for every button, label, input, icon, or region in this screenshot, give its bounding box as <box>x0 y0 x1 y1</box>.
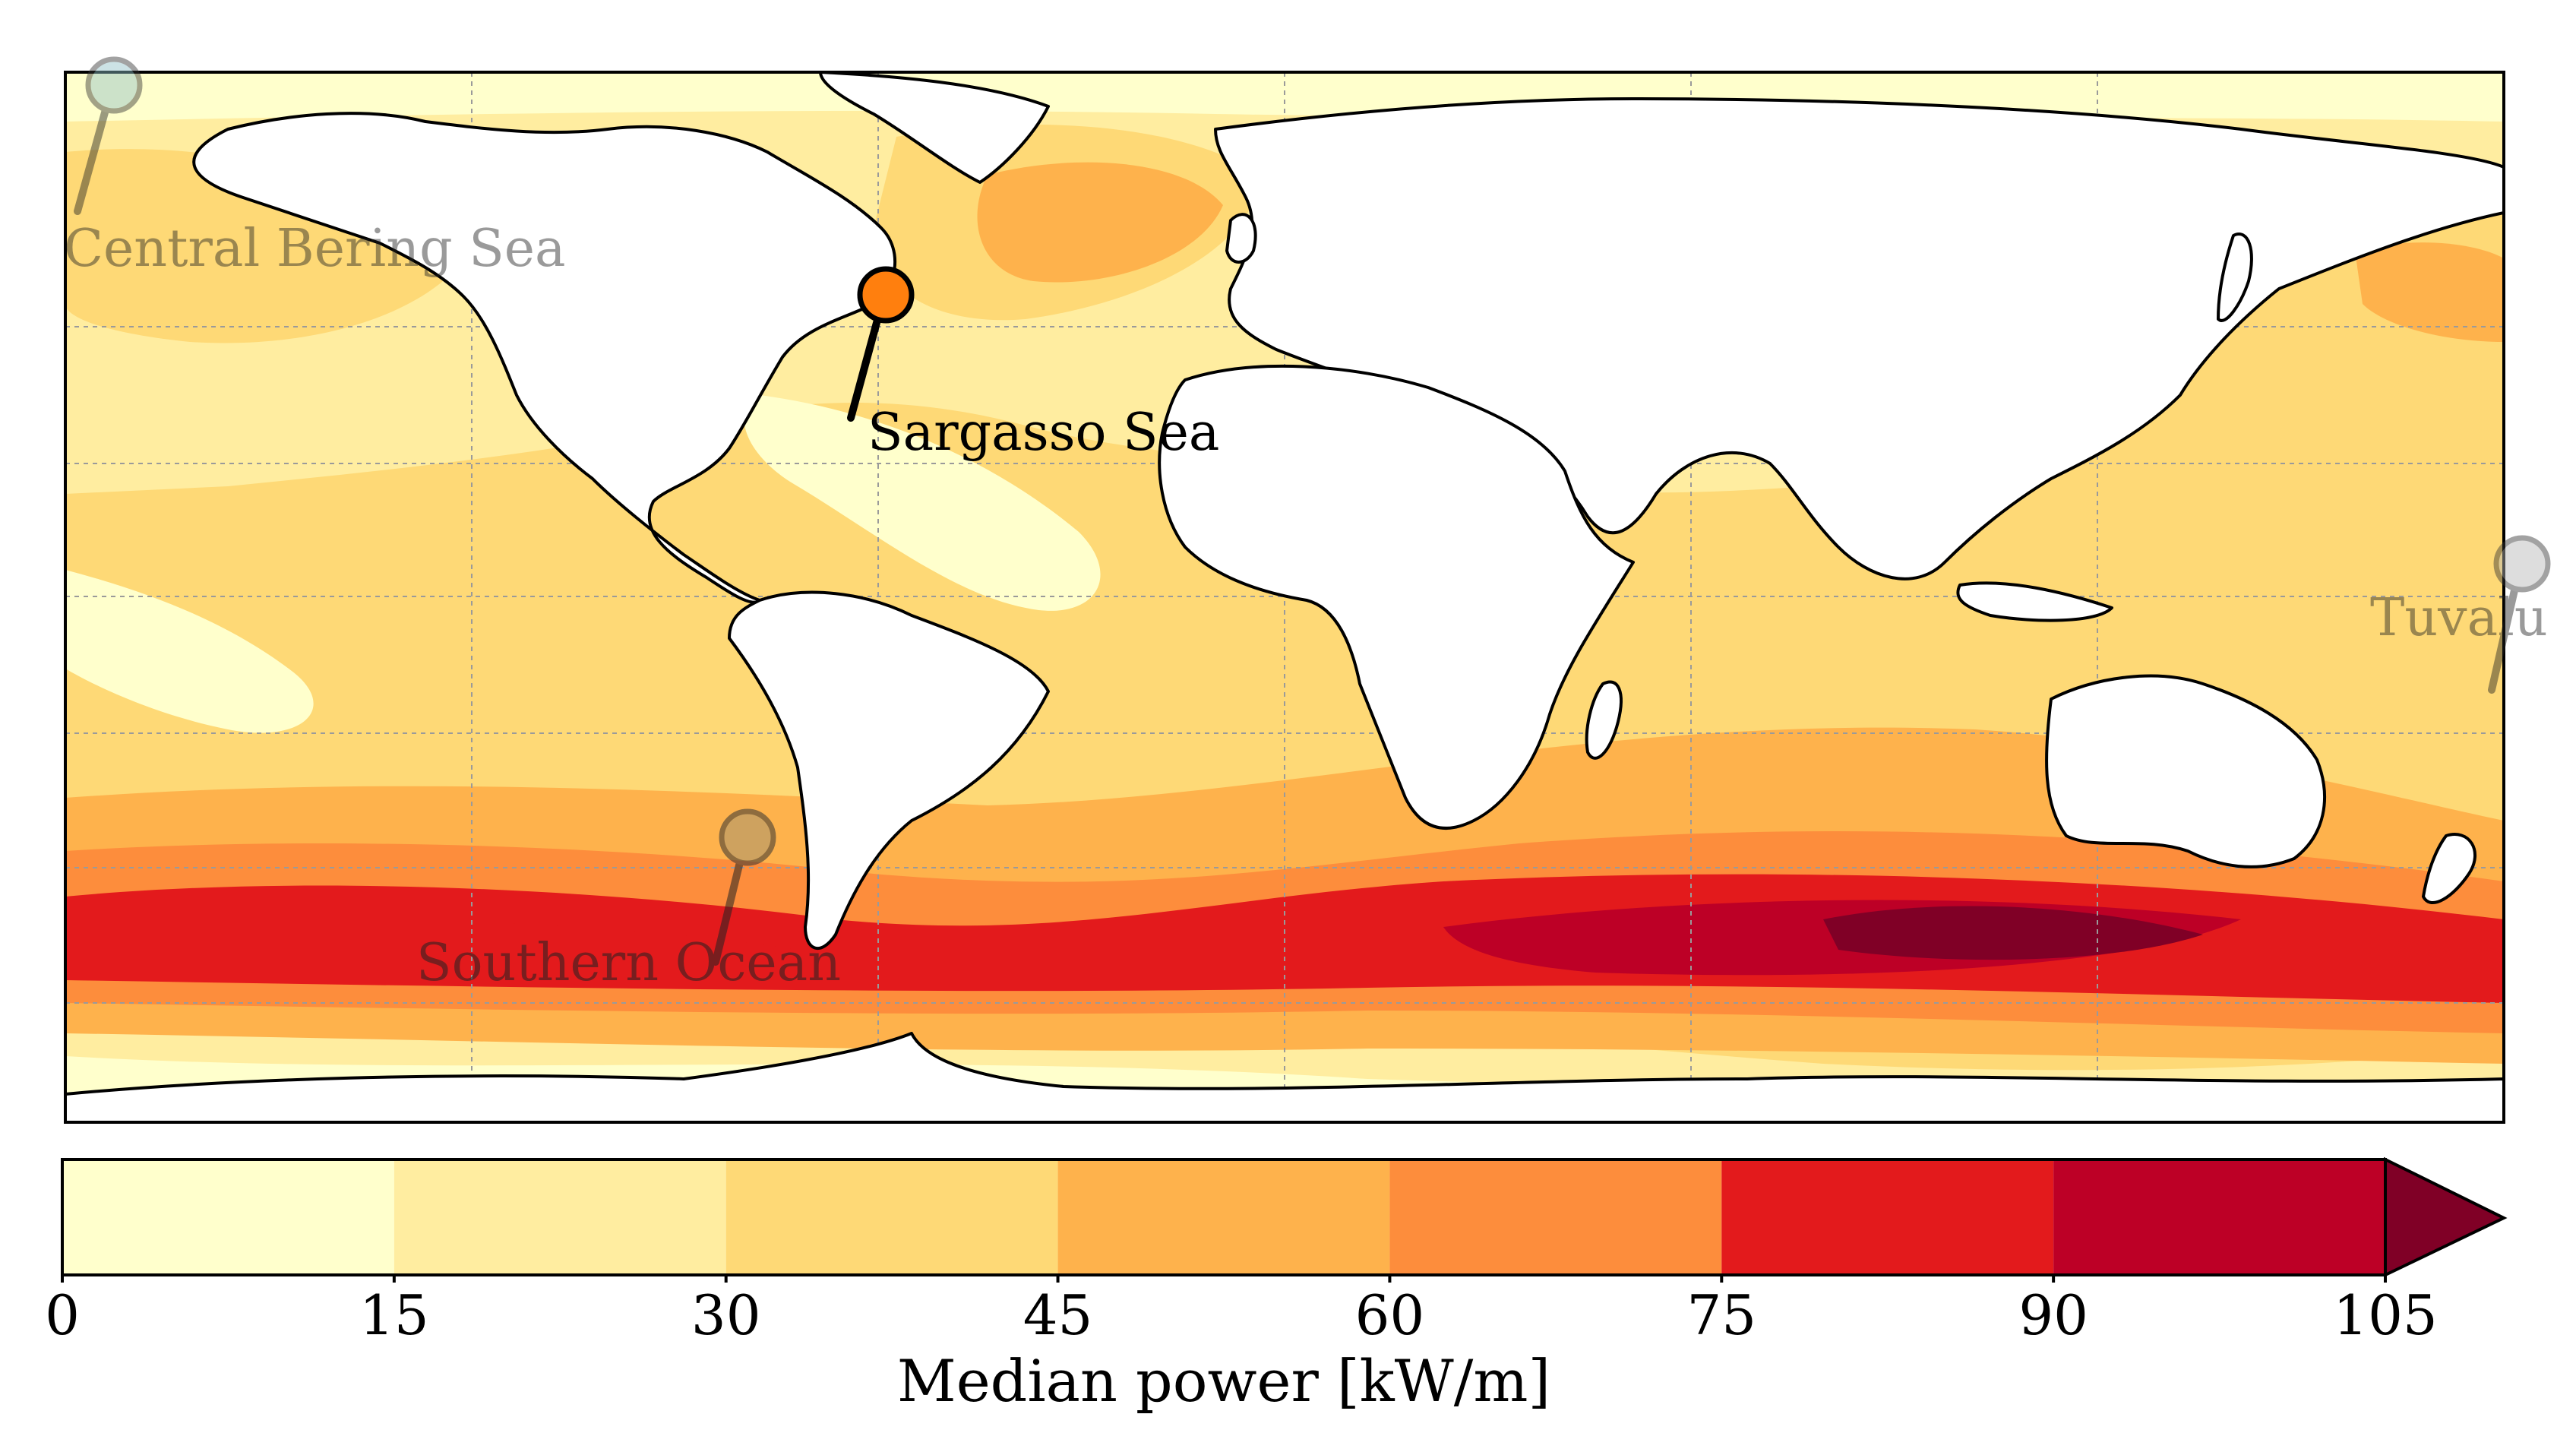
colorbar-bin-90-105 <box>2053 1159 2385 1275</box>
colorbar-ticks: 0 15 30 45 60 75 90 105 <box>45 1275 2438 1347</box>
contour-band-0-15-tropics <box>65 570 314 733</box>
south-america <box>728 590 1050 951</box>
colorbar-label: Median power [kW/m] <box>897 1347 1550 1415</box>
antarctica <box>65 1032 2504 1122</box>
colorbar-bin-60-75 <box>1389 1159 1722 1275</box>
land-masses <box>65 72 2504 1122</box>
contour-band-0-15-arctic <box>65 72 2504 122</box>
map-content <box>65 72 2504 1122</box>
colorbar-extend-arrow <box>2384 1156 2508 1278</box>
marker-label-southern-ocean: Southern Ocean <box>416 933 841 993</box>
colorbar-tick-label: 60 <box>1355 1283 1425 1347</box>
madagascar <box>1585 680 1623 760</box>
colorbar-bin-30-45 <box>725 1159 1058 1275</box>
marker-head-sargasso-sea <box>857 266 915 324</box>
japan <box>2217 233 2253 322</box>
africa <box>1158 364 1635 830</box>
indonesia <box>1956 581 2113 622</box>
marker-head-tuvalu <box>2493 535 2551 593</box>
australia <box>2045 674 2326 868</box>
greenland <box>819 72 1050 184</box>
map-frame <box>64 71 2505 1124</box>
colorbar-frame <box>61 1158 2387 1276</box>
marker-head-southern-ocean <box>719 808 776 866</box>
colorbar: 0 15 30 45 60 75 90 105 Median power [kW/m] <box>45 1156 2508 1415</box>
north-america <box>192 112 897 604</box>
colorbar-bin-15-30 <box>394 1159 726 1275</box>
marker-central-bering-sea[interactable]: Central Bering Sea <box>64 56 566 279</box>
contour-band-45-60-north-atlantic <box>977 162 1223 283</box>
map-panel <box>64 71 2505 1124</box>
marker-pin-tuvalu <box>2488 560 2524 694</box>
location-markers: Central Bering Sea Tuvalu Southern Ocean… <box>64 56 2551 993</box>
contour-band-75-90-southern <box>65 919 798 977</box>
colorbar-tick-label: 45 <box>1023 1283 1093 1347</box>
colorbar-bin-45-60 <box>1057 1159 1390 1275</box>
marker-label-tuvalu: Tuvalu <box>2370 588 2548 648</box>
marker-sargasso-sea[interactable]: Sargasso Sea <box>847 266 1219 463</box>
new-zealand <box>2422 833 2477 904</box>
contour-band-above-105-southern <box>1823 906 2203 960</box>
marker-label-central-bering-sea: Central Bering Sea <box>64 219 566 279</box>
marker-tuvalu[interactable]: Tuvalu <box>2370 535 2551 694</box>
colorbar-bin-75-90 <box>1721 1159 2054 1275</box>
contour-band-45-60-west-pacific <box>2355 242 2504 342</box>
marker-head-central-bering-sea <box>85 56 143 114</box>
contour-band-0-15-atlantic <box>744 395 1101 611</box>
british-isles <box>1225 213 1257 264</box>
marker-pin-central-bering-sea <box>74 81 116 215</box>
colorbar-tick-label: 105 <box>2333 1283 2437 1347</box>
marker-label-sargasso-sea: Sargasso Sea <box>868 403 1219 463</box>
colorbar-tick-label: 0 <box>45 1283 80 1347</box>
colorbar-tick-label: 75 <box>1686 1283 1756 1347</box>
colorbar-tick-label: 15 <box>359 1283 429 1347</box>
colorbar-tick-label: 30 <box>691 1283 761 1347</box>
marker-southern-ocean[interactable]: Southern Ocean <box>416 808 841 993</box>
colorbar-bin-0-15 <box>62 1159 394 1275</box>
colorbar-bins <box>62 1159 2385 1275</box>
colorbar-tick-label: 90 <box>2018 1283 2088 1347</box>
